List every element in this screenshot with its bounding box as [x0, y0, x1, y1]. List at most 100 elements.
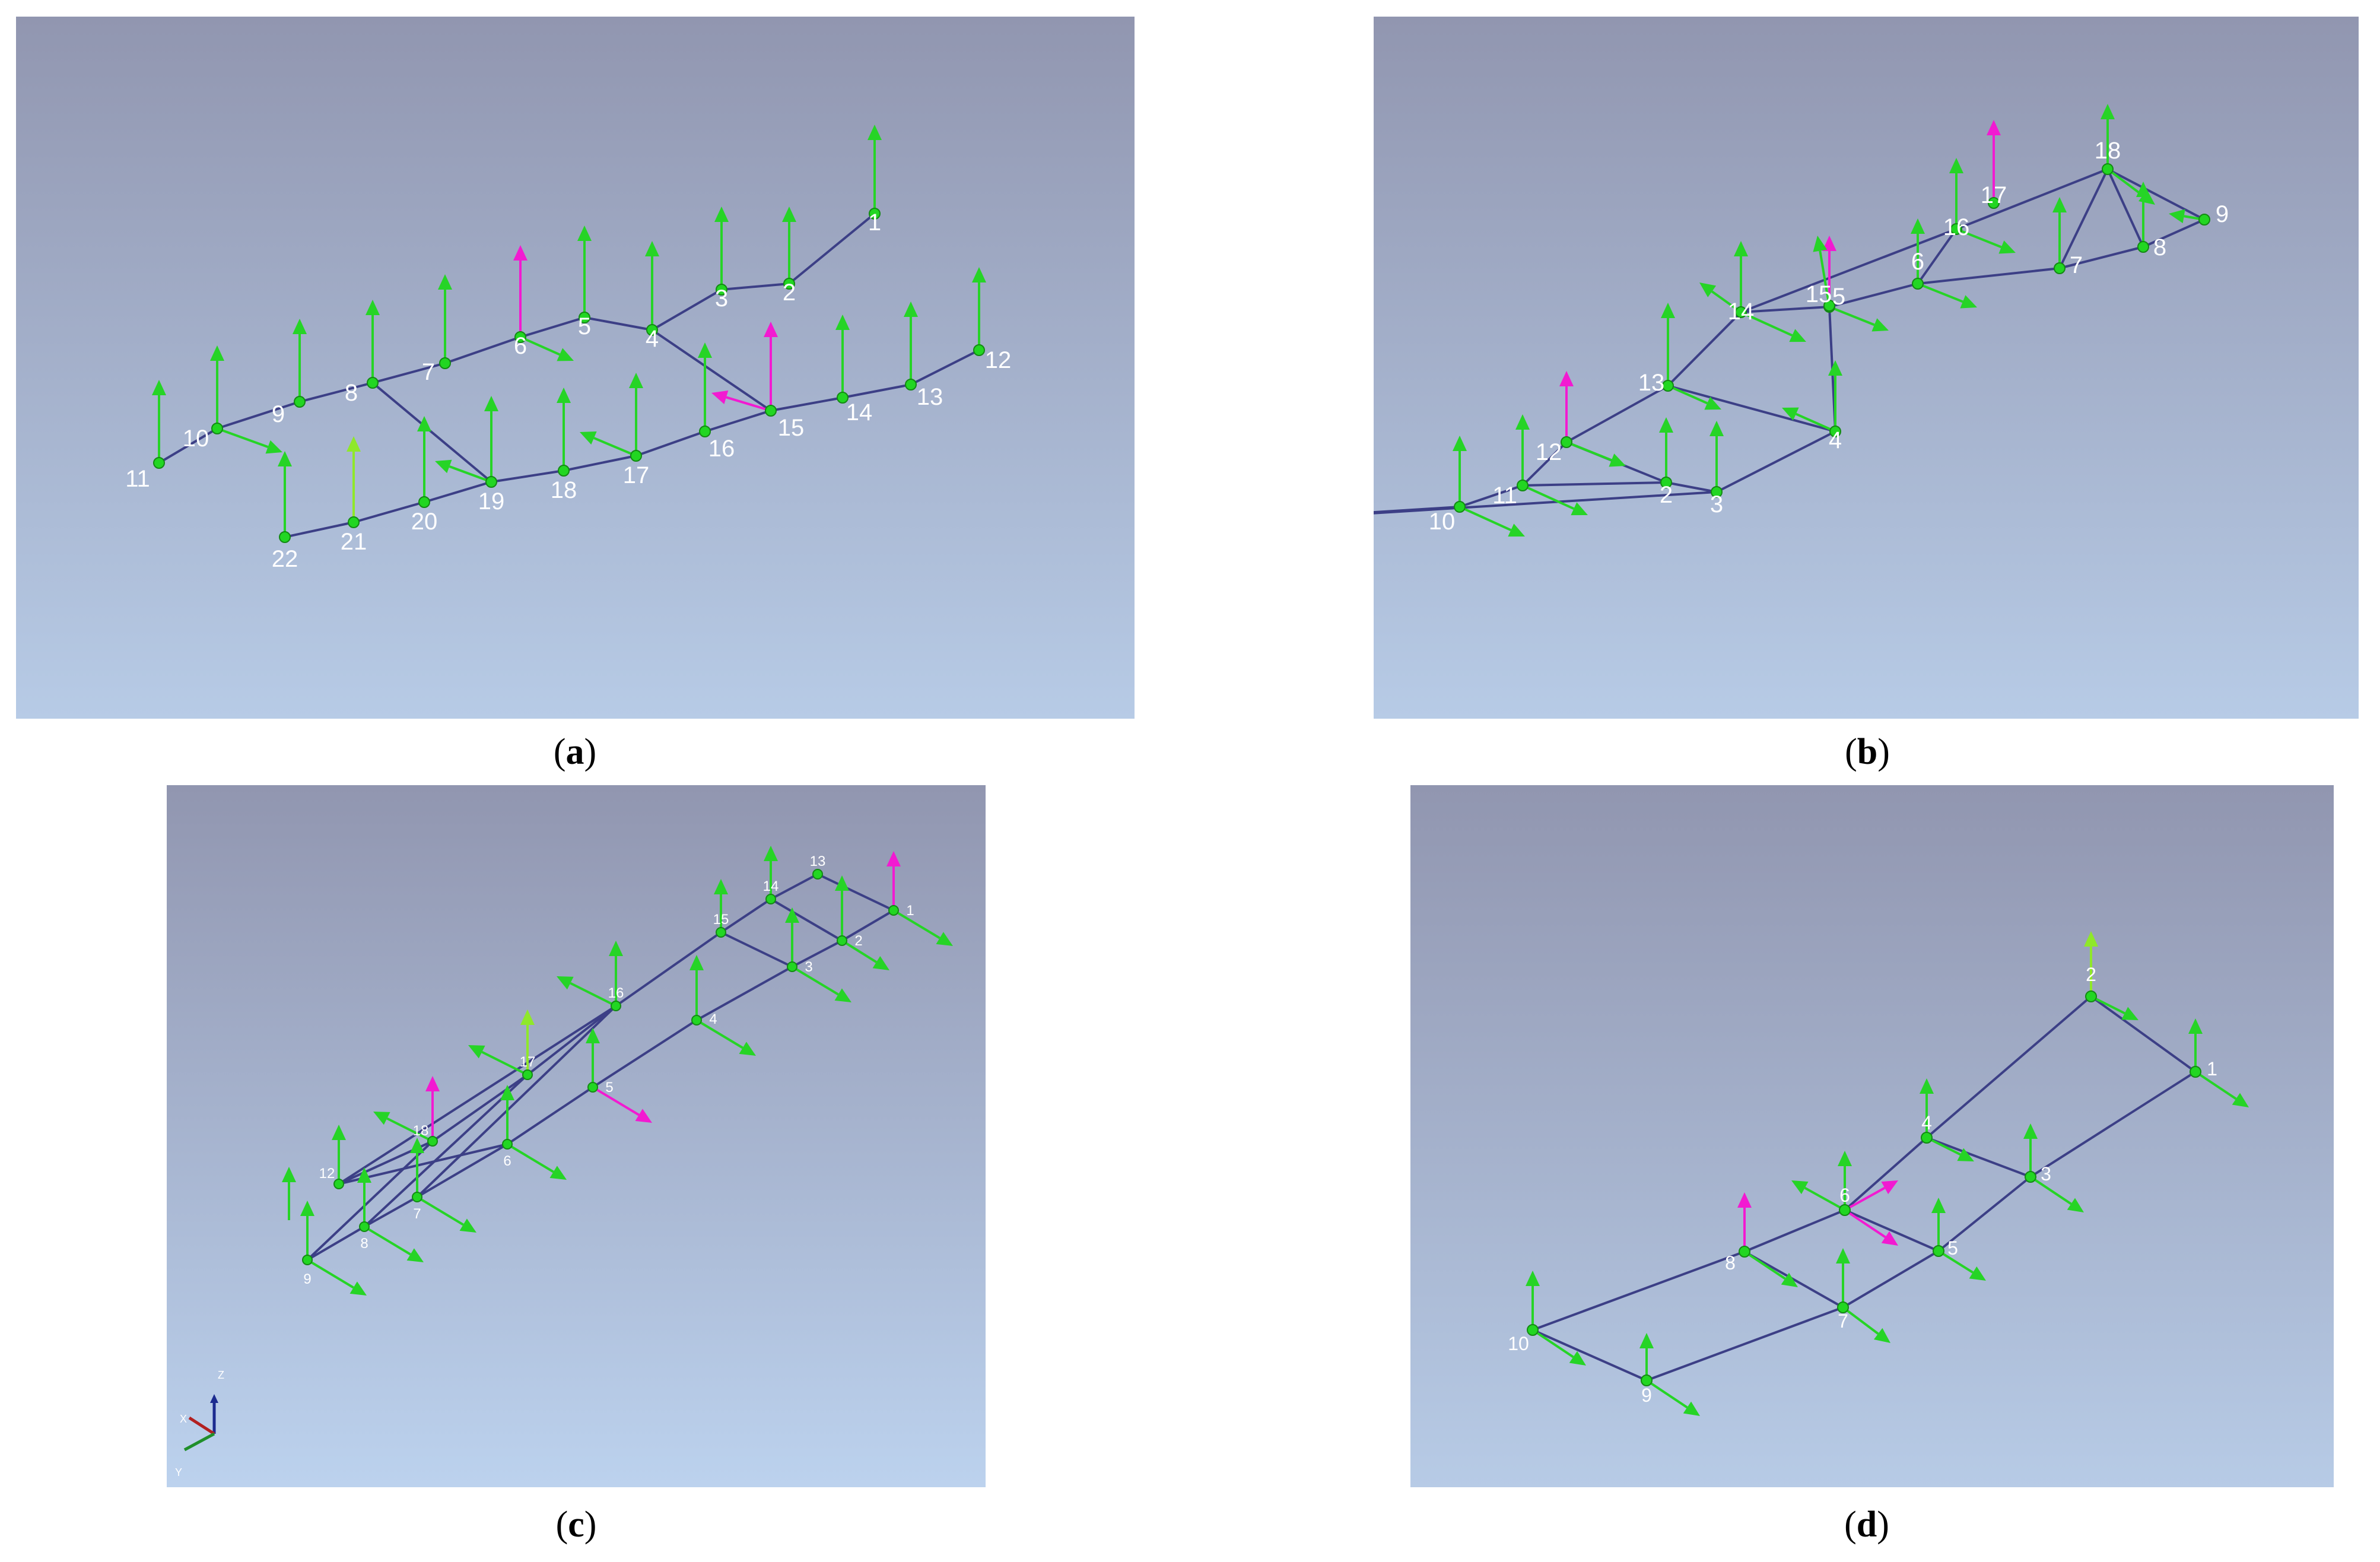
- caption-d: (d): [1844, 1504, 1889, 1545]
- panel-c-dof-arrow: [695, 1019, 756, 1056]
- panel-a-node-label: 3: [715, 285, 728, 312]
- panel-a-edge-8-19: [371, 382, 492, 483]
- panel-a-dof-arrow: [645, 241, 659, 330]
- panel-c-node-label: 6: [503, 1153, 511, 1169]
- panel-a-dof-arrow: [698, 342, 712, 431]
- panel-a-node-label: 11: [125, 466, 150, 492]
- panel-b-dof-arrow: [2106, 168, 2155, 205]
- panel-d-edge-9-10: [1532, 1329, 1647, 1382]
- panel-a-node-label: 8: [345, 380, 358, 406]
- panel-d-dof-arrow: [2084, 931, 2098, 996]
- panel-c-node-12: [333, 1179, 344, 1189]
- panel-a-dof-arrow: [577, 226, 592, 318]
- panel-d-node-3: [2025, 1171, 2036, 1183]
- panel-d-dof-arrow: [2090, 995, 2138, 1020]
- panel-c-node-label: 17: [520, 1054, 536, 1070]
- panel-a-edge-3-4: [651, 288, 723, 331]
- panel-b-node-label: 11: [1492, 482, 1517, 509]
- panel-c-node-label: 8: [360, 1236, 368, 1252]
- panel-b-edge-8-9: [2143, 218, 2205, 248]
- panel-c-node-label: 18: [413, 1123, 429, 1139]
- caption-c: (c): [555, 1504, 597, 1545]
- panel-d-dof-arrow: [1531, 1329, 1586, 1366]
- panel-a-dof-arrow: [278, 451, 292, 537]
- panel-a-node-label: 9: [272, 401, 285, 427]
- panel-b-node-16: [1950, 223, 1962, 235]
- panel-c-edge-15-16: [615, 931, 722, 1007]
- panel-a-node-13: [905, 379, 917, 390]
- panel-d-node-9: [1641, 1374, 1653, 1386]
- panel-d-edge-5-7: [1842, 1250, 1940, 1309]
- panel-b-node-label: 17: [1981, 182, 2007, 208]
- panel-c-edge-7-8: [364, 1196, 418, 1228]
- panel-a-dof-arrow: [210, 345, 224, 428]
- panel-b-node-6: [1912, 278, 1924, 290]
- panel-c-edge-3-4: [696, 966, 793, 1021]
- panel-a-node-label: 21: [341, 529, 367, 555]
- panel-a-node-2: [783, 278, 795, 290]
- panel-a-node-label: 16: [708, 436, 735, 462]
- panel-a-edge-20-21: [353, 501, 425, 523]
- panel-d-edge-10-8: [1532, 1250, 1745, 1331]
- panel-a-node-16: [699, 426, 711, 437]
- panel-b-edge-10-11: [1459, 484, 1523, 508]
- panel-c-dof-arrow: [282, 1167, 296, 1220]
- panel-c-node-label: 14: [763, 878, 779, 894]
- panel-c-dof-arrow: [506, 1143, 567, 1180]
- panel-c-dof-arrow: [500, 1085, 514, 1144]
- panel-d-dof-arrow: [2188, 1018, 2203, 1072]
- panel-a-dof-arrow: [972, 267, 986, 350]
- panel-b-edge-5-6: [1829, 282, 1918, 308]
- panel-b-node-11: [1517, 480, 1529, 491]
- panel-b-dof-arrow: [1987, 120, 2001, 203]
- panel-d-node-6: [1839, 1204, 1851, 1216]
- panel-b-edge-3-4: [1716, 430, 1836, 493]
- panel-a-node-21: [348, 516, 360, 528]
- panel-d-node-label: 4: [1921, 1112, 1932, 1134]
- panel-b-dof-arrow: [1734, 241, 1748, 312]
- panel-d-edge-7-9: [1646, 1306, 1844, 1382]
- panel-b-edge-6-16: [1917, 228, 1958, 285]
- panel-d: 1 2 3 4 5 6 7 8 9 10: [1410, 785, 2334, 1487]
- panel-b-node-label: 10: [1429, 509, 1456, 535]
- panel-c: 1 2 3 4 5 6 7 8 9 12 13 14 15 16 17 18 Z X Y: [167, 785, 986, 1487]
- panel-c-edge-1-13: [817, 873, 894, 912]
- panel-a-dof-arrow: [484, 396, 498, 482]
- panel-b-node-label: 2: [1660, 482, 1673, 508]
- panel-c-dof-arrow: [609, 941, 623, 1006]
- panel-a-node-label: 15: [778, 415, 805, 441]
- panel-a-dof-arrow: [580, 431, 637, 457]
- panel-b-dof-arrow: [1667, 385, 1721, 410]
- panel-c-dof-arrow: [300, 1201, 314, 1260]
- panel-a-node-label: 19: [478, 488, 505, 515]
- panel-a-node-label: 14: [846, 399, 873, 426]
- panel-a-node-1: [869, 208, 881, 220]
- panel-a-node-17: [630, 450, 642, 462]
- panel-c-edge-12-16: [338, 1005, 617, 1185]
- panel-a-node-label: 1: [868, 209, 881, 236]
- panel-b-edge-11-12: [1521, 441, 1568, 487]
- panel-b-dof-arrow: [1956, 228, 2016, 254]
- panel-d-node-label: 2: [2086, 964, 2096, 985]
- panel-a-dof-arrow: [366, 300, 380, 383]
- panel-c-node-label: 12: [319, 1166, 335, 1182]
- panel-a-node-label: 4: [646, 326, 659, 352]
- panel-d-node-label: 9: [1641, 1385, 1652, 1406]
- panel-d-dof-arrow: [1937, 1250, 1986, 1281]
- panel-b-edge-16-14: [1740, 228, 1957, 313]
- panel-c-node-label: 16: [608, 985, 624, 1001]
- panel-c-edge-2-14: [770, 898, 843, 942]
- panel-a-node-9: [294, 396, 306, 408]
- panel-c-node-label: 4: [709, 1011, 717, 1027]
- panel-c-edge-17-18: [431, 1074, 529, 1142]
- panel-a-node-18: [558, 465, 570, 477]
- panel-c-node-5: [587, 1082, 598, 1093]
- panel-b-edge-7-8: [2059, 246, 2144, 269]
- panel-a-dof-arrow: [293, 319, 307, 402]
- panel-b-node-label: 15: [1806, 281, 1832, 307]
- panel-b-edge-1-3: [1374, 491, 1717, 515]
- panel-c-edge-4-5: [592, 1019, 698, 1088]
